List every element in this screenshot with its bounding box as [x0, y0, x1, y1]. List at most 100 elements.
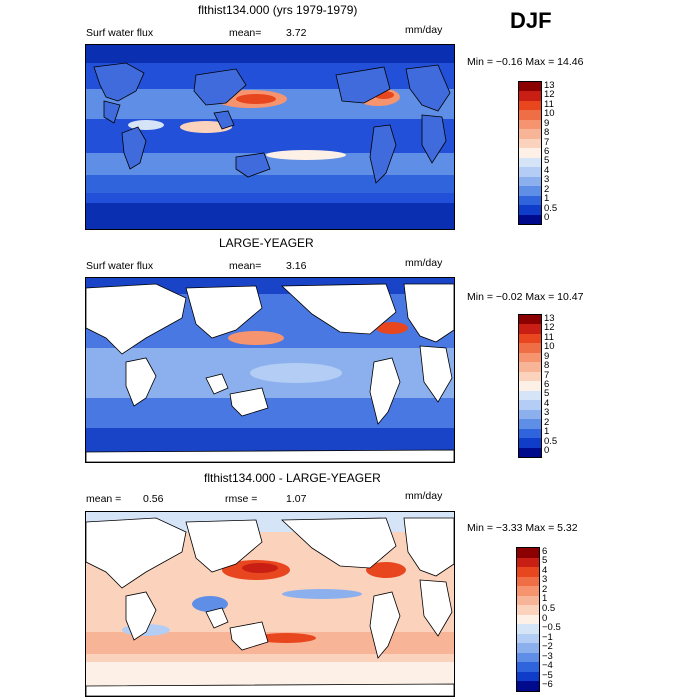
panel3-units: mm/day	[405, 490, 443, 502]
colorbar-cell	[519, 157, 541, 168]
colorbar-cell	[519, 195, 541, 206]
colorbar-cell	[517, 643, 539, 654]
colorbar-cell	[519, 91, 541, 102]
colorbar-cell	[519, 409, 541, 420]
colorbar-cell	[519, 352, 541, 363]
panel1-title: flthist134.000 (yrs 1979-1979)	[198, 3, 358, 17]
panel3-map	[85, 511, 455, 697]
colorbar-tick-label: 0	[544, 445, 550, 457]
panel3-mean-value: 0.56	[143, 493, 164, 505]
colorbar-cell	[519, 324, 541, 335]
colorbar-tick-label: 4	[542, 564, 548, 576]
panel2-units: mm/day	[405, 257, 443, 269]
colorbar-cell	[519, 100, 541, 111]
colorbar-tick-label: 11	[544, 331, 554, 343]
colorbar-tick-label: 8	[544, 127, 550, 139]
colorbar-tick-label: −6	[542, 679, 553, 691]
colorbar-tick-label: −3	[542, 650, 553, 662]
colorbar-tick-label: 7	[544, 369, 550, 381]
colorbar-cell	[519, 428, 541, 439]
colorbar-cell	[517, 614, 539, 625]
colorbar-tick-label: 0	[542, 612, 548, 624]
colorbar-tick-label: 3	[542, 574, 548, 586]
colorbar-cell	[519, 381, 541, 392]
colorbar-tick-label: 10	[544, 341, 555, 353]
colorbar-tick-label: 1	[544, 193, 550, 205]
colorbar-tick-label: 9	[544, 350, 550, 362]
colorbar-tick-label: 1	[544, 426, 550, 438]
colorbar-tick-label: 12	[544, 322, 555, 334]
colorbar-tick-label: −1	[542, 631, 553, 643]
colorbar-tick-label: 0.5	[542, 602, 556, 614]
panel1-variable-label: Surf water flux	[86, 27, 154, 39]
colorbar-tick-label: −2	[542, 641, 553, 653]
colorbar-cell	[517, 605, 539, 616]
colorbar-tick-label: 4	[544, 164, 550, 176]
panel2-variable-label: Surf water flux	[86, 260, 154, 272]
colorbar-tick-label: 5	[544, 155, 550, 167]
colorbar-cell	[517, 662, 539, 673]
panel1-colorbar	[518, 81, 542, 225]
colorbar-tick-label: 5	[542, 555, 548, 567]
panel2-title: LARGE-YEAGER	[219, 236, 314, 250]
colorbar-cell	[519, 438, 541, 449]
panel2-colorbar	[518, 314, 542, 458]
colorbar-cell	[517, 576, 539, 587]
colorbar-tick-label: 8	[544, 360, 550, 372]
colorbar-cell	[519, 447, 541, 458]
colorbar-cell	[519, 390, 541, 401]
colorbar-tick-label: 6	[544, 379, 550, 390]
colorbar-cell	[519, 400, 541, 411]
season-label: DJF	[510, 8, 552, 33]
colorbar-cell	[517, 681, 539, 692]
colorbar-tick-label: 6	[544, 146, 550, 157]
colorbar-tick-label: 2	[544, 416, 550, 428]
panel1-mean-value: 3.72	[286, 27, 307, 39]
colorbar-tick-label: −0.5	[542, 622, 561, 634]
colorbar-cell	[517, 586, 539, 597]
colorbar-tick-label: 13	[544, 79, 555, 91]
colorbar-tick-label: 4	[544, 397, 550, 409]
colorbar-tick-label: 12	[544, 89, 555, 101]
colorbar-cell	[519, 148, 541, 159]
colorbar-cell	[517, 567, 539, 578]
colorbar-cell	[519, 110, 541, 121]
panel3-mean-label: mean =	[86, 493, 122, 505]
colorbar-cell	[519, 129, 541, 140]
panel1-map	[85, 44, 455, 230]
colorbar-cell	[517, 624, 539, 635]
panel1-mean-label: mean=	[229, 27, 262, 39]
colorbar-cell	[517, 652, 539, 663]
panel3-colorbar	[516, 547, 540, 692]
colorbar-tick-label: 5	[544, 388, 550, 400]
colorbar-tick-label: 7	[544, 136, 550, 148]
colorbar-cell	[519, 315, 541, 325]
colorbar-cell	[519, 138, 541, 149]
colorbar-cell	[519, 343, 541, 354]
colorbar-tick-label: 9	[544, 117, 550, 129]
colorbar-tick-label: 2	[544, 183, 550, 195]
panel3-rmse-value: 1.07	[286, 493, 307, 505]
colorbar-tick-label: 0.5	[544, 435, 558, 447]
colorbar-cell	[519, 333, 541, 344]
colorbar-cell	[519, 186, 541, 197]
colorbar-cell	[519, 176, 541, 187]
colorbar-tick-label: 11	[544, 98, 554, 110]
panel2-map	[85, 277, 455, 463]
panel2-mean-label: mean=	[229, 260, 262, 272]
colorbar-tick-label: −5	[542, 669, 553, 681]
colorbar-cell	[519, 167, 541, 178]
panel1-minmax: Min = −0.16 Max = 14.46	[467, 56, 584, 68]
colorbar-tick-label: 3	[544, 174, 550, 186]
colorbar-cell	[519, 119, 541, 130]
colorbar-tick-label: 2	[542, 583, 548, 595]
colorbar-cell	[517, 671, 539, 682]
colorbar-tick-label: 0.5	[544, 202, 558, 214]
colorbar-cell	[517, 557, 539, 568]
colorbar-cell	[519, 371, 541, 382]
colorbar-tick-label: 3	[544, 407, 550, 419]
panel2-minmax: Min = −0.02 Max = 10.47	[467, 291, 584, 303]
colorbar-tick-label: −4	[542, 660, 553, 672]
panel2-mean-value: 3.16	[286, 260, 307, 272]
colorbar-tick-label: 0	[544, 212, 550, 224]
